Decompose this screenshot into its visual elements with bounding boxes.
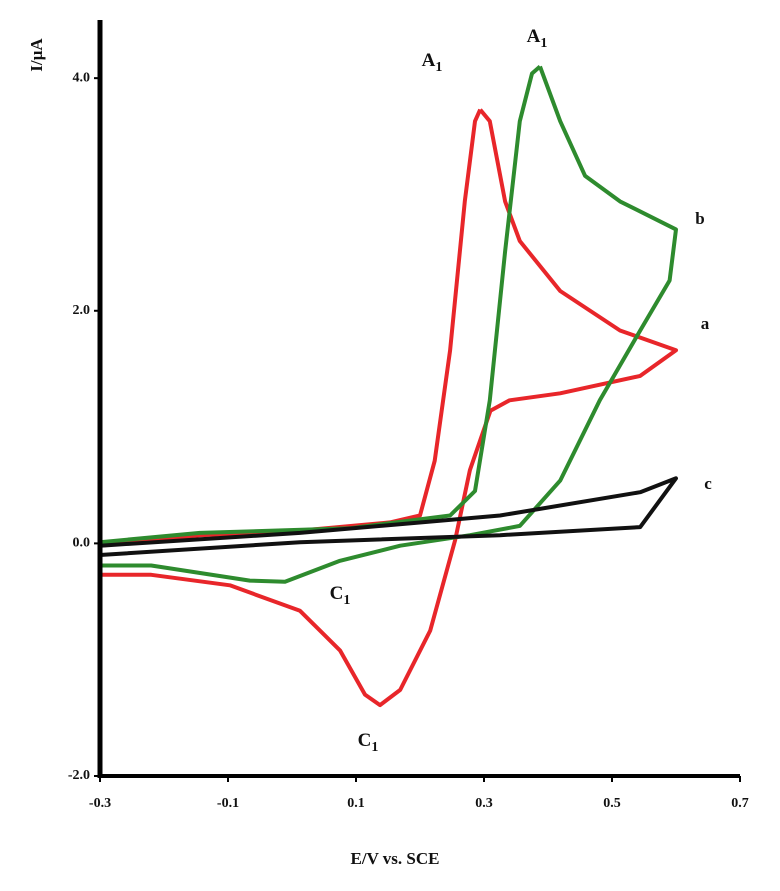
- cv-curve: [98, 64, 678, 584]
- x-axis-label: E/V vs. SCE: [351, 849, 440, 868]
- y-tick-label: 4.0: [73, 70, 91, 85]
- peak-subscript: 1: [540, 36, 547, 51]
- peak-label: A1: [527, 26, 548, 51]
- x-tick-label: -0.3: [89, 796, 111, 811]
- peak-letter: A: [527, 26, 541, 47]
- peak-label: A1: [422, 50, 443, 75]
- cv-curve: [98, 476, 678, 557]
- cv-curve: [98, 108, 678, 708]
- peak-subscript: 1: [371, 740, 378, 755]
- x-tick-label: 0.3: [475, 796, 493, 811]
- y-tick-label: -2.0: [68, 768, 90, 783]
- y-tick-label: 2.0: [73, 303, 91, 318]
- peak-subscript: 1: [343, 593, 350, 608]
- y-tick-label: 0.0: [73, 536, 91, 551]
- peak-letter: A: [422, 50, 436, 71]
- peak-label: C1: [330, 583, 351, 608]
- peak-letter: C: [358, 730, 372, 751]
- x-tick-label: -0.1: [217, 796, 239, 811]
- series-label: b: [695, 209, 704, 228]
- y-axis-label: I/µA: [27, 38, 46, 72]
- series-label: c: [704, 474, 712, 493]
- x-tick-label: 0.5: [603, 796, 621, 811]
- peak-label: C1: [358, 730, 379, 755]
- x-tick-label: 0.7: [731, 796, 749, 811]
- series-label: a: [701, 314, 710, 333]
- peak-subscript: 1: [435, 60, 442, 75]
- x-tick-label: 0.1: [347, 796, 365, 811]
- peak-letter: C: [330, 583, 344, 604]
